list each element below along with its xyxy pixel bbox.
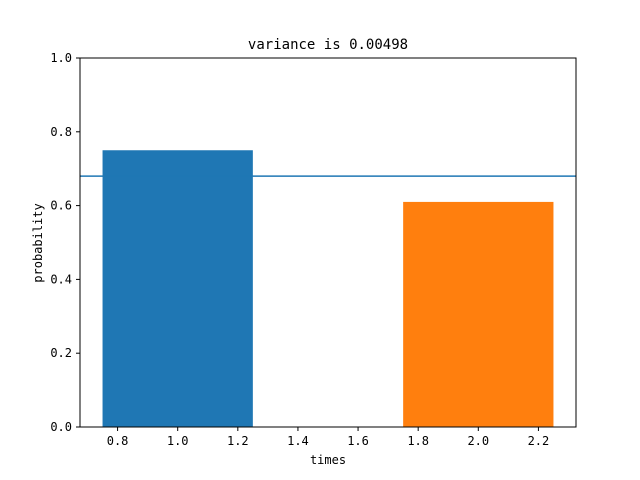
x-tick-label-7: 2.0 [467, 434, 489, 448]
x-tick-label-8: 2.2 [528, 434, 550, 448]
x-tick-label-3: 1.2 [227, 434, 249, 448]
y-tick-label-2: 0.2 [50, 346, 72, 360]
x-tick-label-6: 1.8 [407, 434, 429, 448]
x-tick-label-5: 1.6 [347, 434, 369, 448]
y-axis-label: probability [31, 203, 45, 282]
y-tick-label-6: 1.0 [50, 51, 72, 65]
y-tick-label-3: 0.4 [50, 272, 72, 286]
y-tick-label-5: 0.8 [50, 125, 72, 139]
y-tick-label-4: 0.6 [50, 199, 72, 213]
axes-frame [79, 57, 577, 428]
y-tick-label-1: 0.0 [50, 420, 72, 434]
plot-area [80, 150, 576, 427]
axes: 0.8 1.0 1.2 1.4 1.6 1.8 2.0 2.2 0.0 0.2 0.4 0.6 0.8 1… [50, 51, 577, 448]
x-axis-label: times [310, 453, 346, 467]
x-tick-label-1: 0.8 [107, 434, 129, 448]
chart-title: variance is 0.00498 [248, 37, 408, 53]
bar-1 [102, 150, 253, 427]
x-tick-label-4: 1.4 [287, 434, 309, 448]
x-tick-label-2: 1.0 [167, 434, 189, 448]
bar-2 [403, 201, 554, 427]
